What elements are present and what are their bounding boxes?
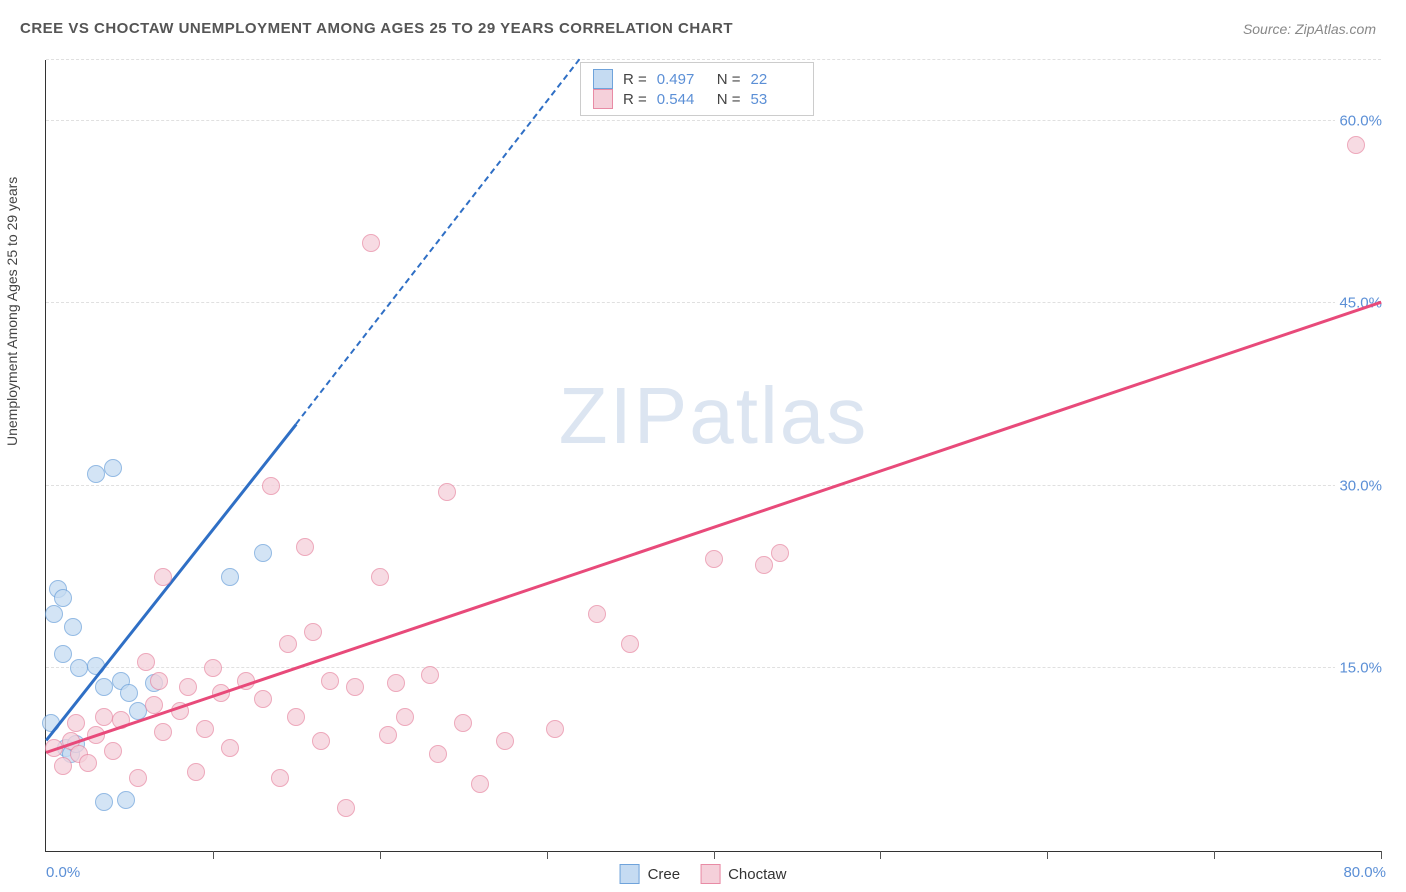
- data-point-cree: [70, 659, 88, 677]
- y-axis-label: Unemployment Among Ages 25 to 29 years: [4, 177, 20, 446]
- data-point-cree: [54, 645, 72, 663]
- data-point-cree: [54, 589, 72, 607]
- data-point-choctaw: [296, 538, 314, 556]
- legend-item-cree: Cree: [620, 864, 681, 884]
- data-point-choctaw: [187, 763, 205, 781]
- data-point-choctaw: [279, 635, 297, 653]
- data-point-choctaw: [137, 653, 155, 671]
- gridline: [46, 302, 1381, 303]
- data-point-choctaw: [150, 672, 168, 690]
- x-origin-label: 0.0%: [46, 864, 80, 881]
- data-point-choctaw: [304, 623, 322, 641]
- data-point-choctaw: [179, 678, 197, 696]
- data-point-choctaw: [471, 775, 489, 793]
- stats-row-cree: R = 0.497 N = 22: [593, 69, 801, 89]
- data-point-choctaw: [79, 754, 97, 772]
- chart-title: CREE VS CHOCTAW UNEMPLOYMENT AMONG AGES …: [20, 20, 733, 37]
- data-point-choctaw: [154, 568, 172, 586]
- data-point-choctaw: [262, 477, 280, 495]
- data-point-choctaw: [705, 550, 723, 568]
- data-point-choctaw: [204, 659, 222, 677]
- data-point-cree: [221, 568, 239, 586]
- data-point-cree: [87, 465, 105, 483]
- data-point-cree: [45, 605, 63, 623]
- data-point-choctaw: [221, 739, 239, 757]
- data-point-choctaw: [755, 556, 773, 574]
- x-tick: [714, 851, 715, 859]
- y-tick-label: 15.0%: [1335, 660, 1386, 677]
- data-point-choctaw: [771, 544, 789, 562]
- data-point-choctaw: [454, 714, 472, 732]
- x-max-label: 80.0%: [1343, 864, 1386, 881]
- source-citation: Source: ZipAtlas.com: [1243, 21, 1376, 37]
- data-point-choctaw: [337, 799, 355, 817]
- stats-row-choctaw: R = 0.544 N = 53: [593, 89, 801, 109]
- gridline: [46, 120, 1381, 121]
- x-tick: [380, 851, 381, 859]
- data-point-cree: [104, 459, 122, 477]
- data-point-choctaw: [312, 732, 330, 750]
- x-tick: [547, 851, 548, 859]
- data-point-choctaw: [438, 483, 456, 501]
- data-point-choctaw: [95, 708, 113, 726]
- data-point-choctaw: [254, 690, 272, 708]
- chart-header: CREE VS CHOCTAW UNEMPLOYMENT AMONG AGES …: [0, 0, 1406, 47]
- y-tick-label: 60.0%: [1335, 112, 1386, 129]
- correlation-stats-box: R = 0.497 N = 22 R = 0.544 N = 53: [580, 62, 814, 116]
- data-point-cree: [95, 678, 113, 696]
- gridline: [46, 667, 1381, 668]
- data-point-choctaw: [546, 720, 564, 738]
- data-point-choctaw: [496, 732, 514, 750]
- data-point-choctaw: [54, 757, 72, 775]
- data-point-choctaw: [321, 672, 339, 690]
- data-point-choctaw: [588, 605, 606, 623]
- x-tick: [213, 851, 214, 859]
- data-point-cree: [254, 544, 272, 562]
- data-point-choctaw: [371, 568, 389, 586]
- trend-line-choctaw: [46, 301, 1382, 754]
- data-point-choctaw: [287, 708, 305, 726]
- swatch-icon: [620, 864, 640, 884]
- data-point-choctaw: [196, 720, 214, 738]
- data-point-cree: [117, 791, 135, 809]
- data-point-choctaw: [429, 745, 447, 763]
- trend-line-cree: [296, 58, 581, 424]
- swatch-icon: [593, 89, 613, 109]
- legend-item-choctaw: Choctaw: [700, 864, 786, 884]
- data-point-choctaw: [104, 742, 122, 760]
- data-point-choctaw: [1347, 136, 1365, 154]
- data-point-cree: [120, 684, 138, 702]
- data-point-cree: [64, 618, 82, 636]
- data-point-choctaw: [379, 726, 397, 744]
- swatch-icon: [700, 864, 720, 884]
- x-tick: [1047, 851, 1048, 859]
- data-point-choctaw: [129, 769, 147, 787]
- data-point-choctaw: [154, 723, 172, 741]
- y-tick-label: 30.0%: [1335, 477, 1386, 494]
- data-point-choctaw: [362, 234, 380, 252]
- data-point-choctaw: [387, 674, 405, 692]
- legend: Cree Choctaw: [620, 864, 787, 884]
- scatter-plot: ZIPatlas R = 0.497 N = 22 R = 0.544 N = …: [45, 60, 1381, 852]
- x-tick: [880, 851, 881, 859]
- data-point-choctaw: [67, 714, 85, 732]
- x-tick: [1214, 851, 1215, 859]
- gridline: [46, 59, 1381, 60]
- swatch-icon: [593, 69, 613, 89]
- data-point-choctaw: [346, 678, 364, 696]
- x-tick: [1381, 851, 1382, 859]
- watermark: ZIPatlas: [559, 370, 868, 462]
- data-point-cree: [95, 793, 113, 811]
- data-point-choctaw: [396, 708, 414, 726]
- data-point-choctaw: [271, 769, 289, 787]
- data-point-choctaw: [621, 635, 639, 653]
- data-point-choctaw: [421, 666, 439, 684]
